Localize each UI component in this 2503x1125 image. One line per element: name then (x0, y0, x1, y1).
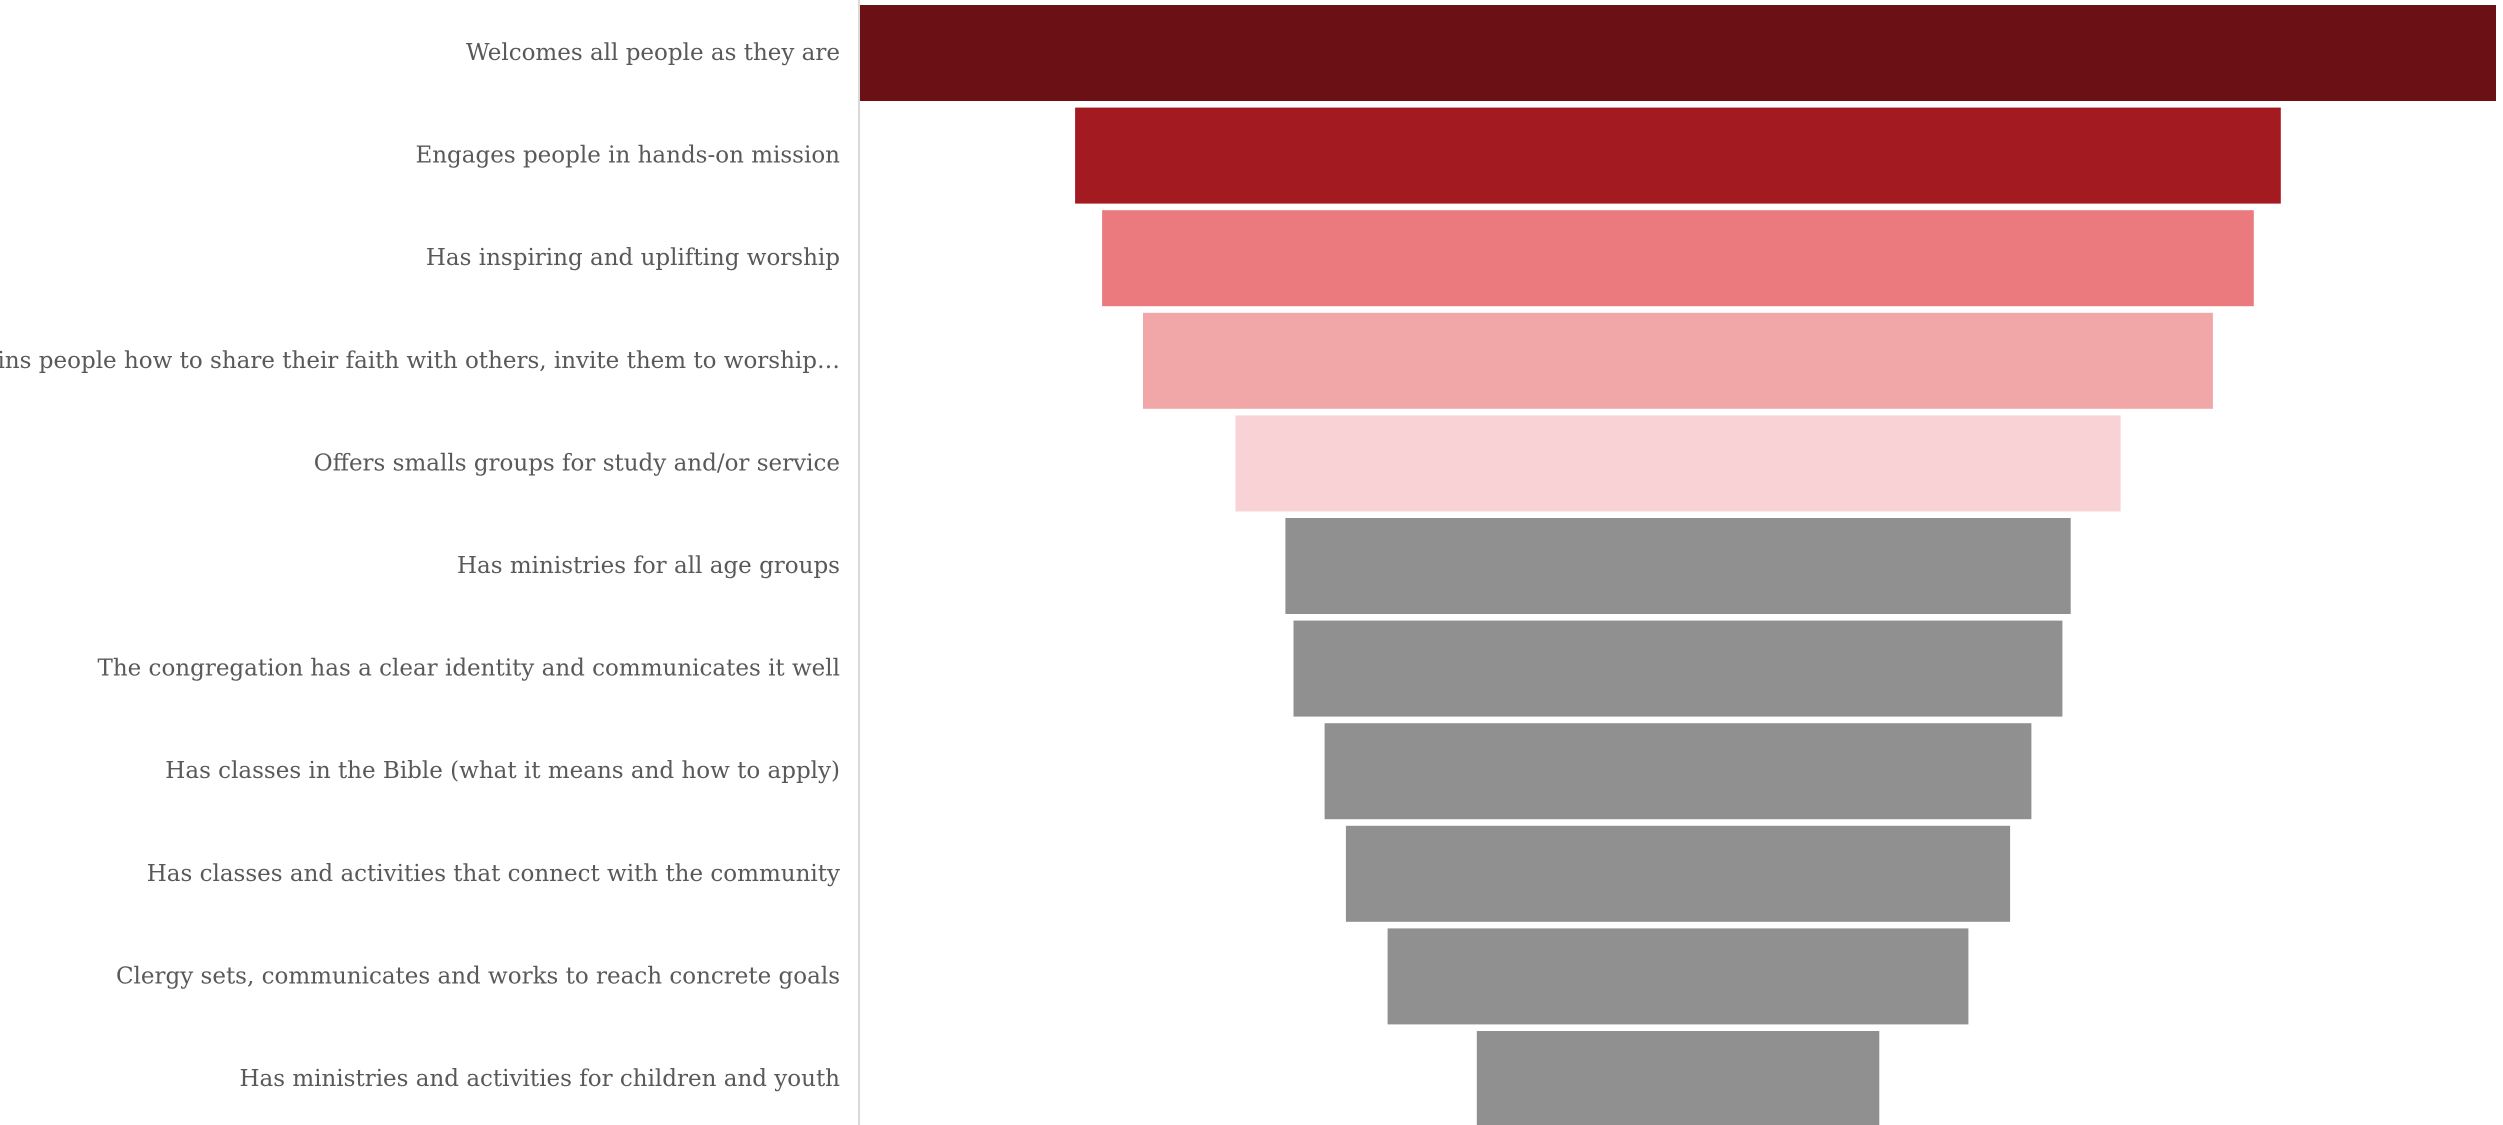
category-label-10: Clergy sets, communicates and works to r… (116, 963, 840, 989)
category-label-3: Has inspiring and uplifting worship (426, 245, 840, 271)
category-label-7: The congregation has a clear identity an… (97, 656, 840, 682)
funnel-bar-11 (1476, 1031, 1880, 1125)
category-label-11: Has ministries and activities for childr… (239, 1066, 840, 1092)
funnel-bar-9 (1345, 825, 2011, 922)
funnel-bar-7 (1293, 620, 2063, 717)
category-label-1: Welcomes all people as they are (466, 40, 840, 66)
funnel-bar-3 (1102, 210, 2254, 307)
funnel-bar-6 (1285, 518, 2071, 614)
category-labels: Welcomes all people as they are Engages p… (0, 40, 840, 1092)
funnel-bar-5 (1235, 415, 2121, 512)
funnel-bar-8 (1324, 723, 2032, 820)
category-label-5: Offers smalls groups for study and/or se… (314, 450, 840, 476)
category-label-8: Has classes in the Bible (what it means … (165, 758, 840, 784)
bars-group (860, 5, 2496, 1125)
category-label-6: Has ministries for all age groups (457, 553, 840, 579)
category-label-9: Has classes and activities that connect … (147, 861, 840, 887)
category-label-4: Trains people how to share their faith w… (0, 348, 840, 374)
funnel-bar-2 (1075, 107, 2281, 204)
category-label-2: Engages people in hands-on mission (415, 143, 840, 169)
funnel-bar-1 (860, 5, 2496, 101)
funnel-bar-10 (1387, 928, 1969, 1025)
funnel-bar-4 (1143, 312, 2213, 409)
